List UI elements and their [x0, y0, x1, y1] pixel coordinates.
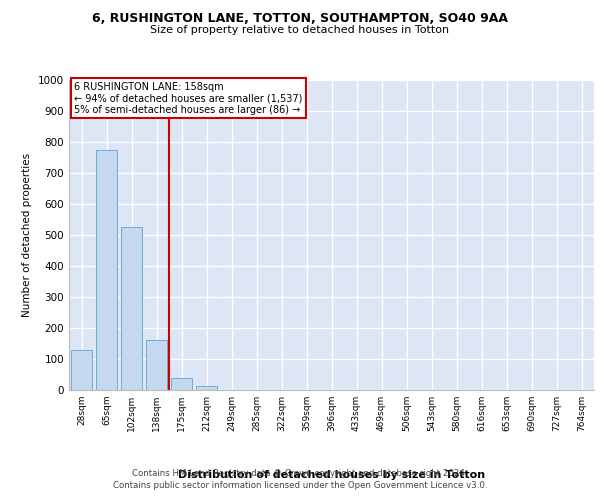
Text: 6, RUSHINGTON LANE, TOTTON, SOUTHAMPTON, SO40 9AA: 6, RUSHINGTON LANE, TOTTON, SOUTHAMPTON,… — [92, 12, 508, 26]
Text: Contains HM Land Registry data © Crown copyright and database right 2024.: Contains HM Land Registry data © Crown c… — [132, 468, 468, 477]
Bar — [171, 378, 192, 390]
Bar — [96, 150, 117, 390]
Bar — [196, 386, 217, 390]
Bar — [121, 227, 142, 390]
Bar — [146, 340, 167, 390]
Y-axis label: Number of detached properties: Number of detached properties — [22, 153, 32, 317]
Text: 6 RUSHINGTON LANE: 158sqm
← 94% of detached houses are smaller (1,537)
5% of sem: 6 RUSHINGTON LANE: 158sqm ← 94% of detac… — [74, 82, 302, 115]
Text: Contains public sector information licensed under the Open Government Licence v3: Contains public sector information licen… — [113, 481, 487, 490]
Text: Size of property relative to detached houses in Totton: Size of property relative to detached ho… — [151, 25, 449, 35]
Bar — [71, 350, 92, 390]
X-axis label: Distribution of detached houses by size in Totton: Distribution of detached houses by size … — [178, 470, 485, 480]
